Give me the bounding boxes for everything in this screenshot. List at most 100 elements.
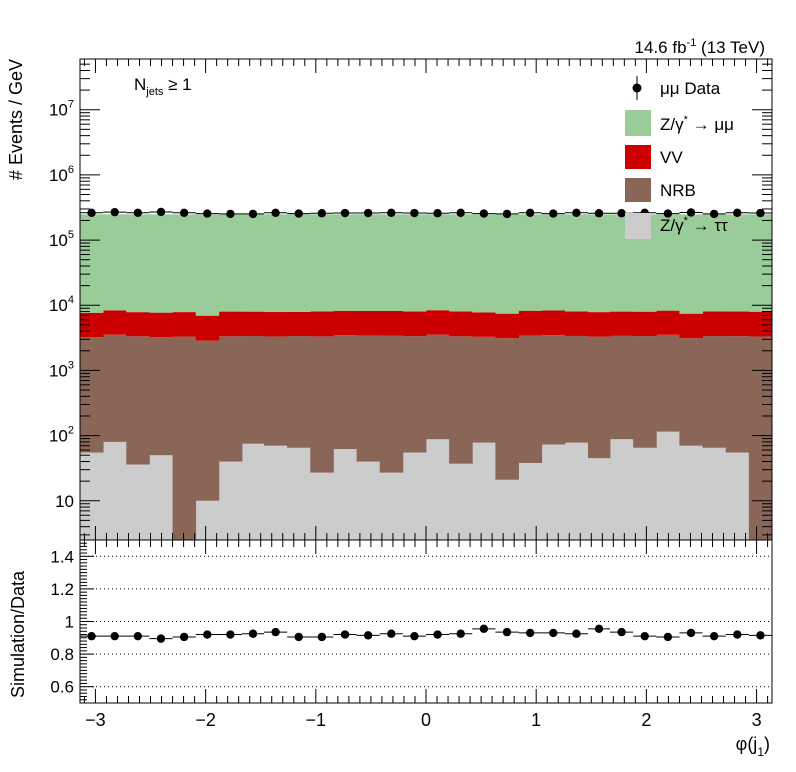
- bar-zmm-9: [287, 214, 311, 312]
- top-x-ticks: [83, 59, 769, 540]
- bar-nrb-13: [379, 335, 404, 473]
- bar-ztt-14: [402, 452, 427, 540]
- bar-ztt-27: [702, 447, 727, 540]
- bar-vv-9: [287, 311, 311, 337]
- bottom-x-ticks: −3 −2 −1 0 1 2 3: [83, 540, 769, 730]
- bar-zmm-20: [541, 214, 566, 311]
- bar-zmm-21: [564, 214, 589, 312]
- stacked-histogram: [80, 214, 773, 540]
- data-point-19: [525, 208, 535, 218]
- legend: μμ Data Z/γ* → μμ VV NRB Z/γ* → ττ: [625, 76, 734, 239]
- ratio-points: [80, 624, 772, 643]
- bar-vv-25: [656, 310, 680, 335]
- data-point-22: [594, 209, 604, 218]
- legend-entry-data: μμ Data: [632, 76, 721, 100]
- ratio-point-28: [733, 630, 742, 639]
- bar-vv-17: [472, 312, 496, 337]
- bar-vv-28: [725, 311, 750, 337]
- data-point-15: [433, 209, 442, 218]
- bar-ztt-19: [518, 462, 543, 540]
- bar-zmm-2: [126, 214, 150, 313]
- bar-zmm-14: [402, 214, 427, 312]
- ratio-point-4: [179, 632, 189, 642]
- ratio-point-29: [756, 631, 765, 640]
- bar-vv-22: [587, 312, 611, 337]
- bar-vv-13: [379, 310, 404, 336]
- bar-nrb-5: [195, 340, 220, 501]
- bar-vv-2: [126, 312, 150, 337]
- bar-vv-1: [103, 310, 127, 335]
- data-point-18: [502, 209, 512, 219]
- data-point-8: [271, 208, 280, 218]
- bar-nrb-20: [541, 335, 566, 445]
- bar-ztt-12: [356, 461, 381, 540]
- bar-nrb-8: [264, 336, 288, 446]
- ratio-point-17: [479, 624, 489, 634]
- ratio-point-5: [203, 630, 212, 639]
- bar-vv-16: [449, 311, 473, 337]
- x-axis-title: φ(j1): [736, 734, 770, 759]
- x-tick-label: −3: [85, 710, 106, 730]
- legend-entry-zmm: Z/γ* → μμ: [625, 110, 734, 136]
- bar-ztt-24: [633, 447, 657, 540]
- data-point-26: [686, 208, 696, 217]
- bar-nrb-0: [80, 337, 104, 453]
- bar-nrb-19: [518, 335, 543, 463]
- legend-marker-data: [632, 83, 642, 93]
- bar-ztt-0: [80, 452, 104, 540]
- bar-ztt-16: [449, 463, 473, 540]
- bar-nrb-16: [449, 336, 473, 464]
- bar-ztt-28: [725, 452, 750, 540]
- bar-vv-23: [610, 311, 634, 336]
- bar-nrb-26: [679, 338, 703, 446]
- bar-nrb-14: [402, 336, 427, 453]
- ratio-point-0: [87, 631, 96, 641]
- bar-nrb-2: [126, 336, 150, 465]
- bar-nrb-28: [725, 336, 750, 453]
- data-point-23: [617, 209, 626, 218]
- ratio-point-22: [594, 624, 604, 634]
- data-point-14: [410, 208, 419, 218]
- category-label: Njets ≥ 1: [134, 75, 192, 98]
- data-point-20: [549, 209, 558, 218]
- bar-nrb-23: [610, 335, 634, 440]
- bar-zmm-28: [725, 214, 750, 312]
- bar-nrb-29: [748, 336, 773, 540]
- ratio-point-7: [248, 629, 258, 638]
- data-point-25: [663, 209, 673, 218]
- ratio-point-8: [271, 627, 280, 637]
- bar-vv-26: [679, 313, 703, 339]
- ratio-point-11: [340, 630, 350, 639]
- ratio-point-15: [433, 630, 442, 639]
- bar-nrb-9: [287, 336, 311, 448]
- bottom-y-ticks: 0.6 0.8 1 1.2 1.4: [50, 539, 94, 704]
- bar-ztt-10: [310, 472, 334, 540]
- y-axis-title-top: # Events / GeV: [6, 59, 26, 180]
- bar-ztt-26: [679, 445, 703, 540]
- bar-vv-10: [310, 311, 334, 337]
- top-y-tick-label: 106: [49, 164, 74, 185]
- bar-ztt-6: [218, 461, 243, 540]
- data-point-12: [363, 208, 373, 218]
- top-y-tick-label: 105: [49, 229, 74, 250]
- bar-nrb-17: [472, 336, 496, 443]
- bar-ztt-11: [333, 449, 357, 540]
- bar-zmm-12: [356, 214, 381, 311]
- bar-ztt-2: [126, 464, 150, 540]
- data-point-5: [203, 209, 212, 218]
- ratio-point-16: [456, 629, 465, 638]
- bar-zmm-10: [310, 214, 334, 312]
- bar-nrb-27: [702, 336, 727, 448]
- top-y-ticks: 10 102 103 104 105 106 107: [49, 58, 772, 536]
- legend-label-vv: VV: [660, 148, 683, 167]
- bar-nrb-22: [587, 336, 611, 459]
- bar-nrb-1: [103, 334, 127, 442]
- bar-zmm-13: [379, 214, 404, 311]
- bottom-y-tick-label: 1: [65, 613, 74, 632]
- x-tick-label: 2: [641, 710, 651, 730]
- bar-nrb-10: [310, 336, 334, 473]
- bar-ztt-18: [495, 479, 519, 540]
- bar-ztt-9: [287, 447, 311, 540]
- bar-ztt-15: [426, 439, 450, 540]
